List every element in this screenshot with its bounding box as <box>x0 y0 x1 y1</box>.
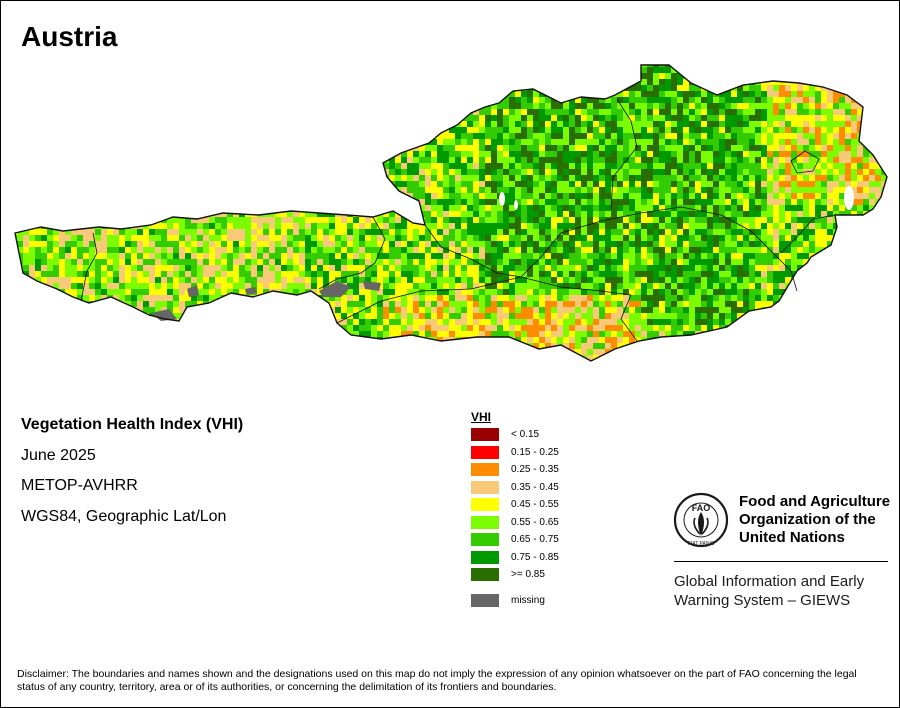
legend-swatch <box>471 445 499 459</box>
border-salzburg-upper <box>424 224 522 278</box>
legend-label: 0.65 - 0.75 <box>511 534 559 546</box>
legend-swatch <box>471 480 499 494</box>
map-date: June 2025 <box>21 447 96 464</box>
state-borders <box>80 98 836 342</box>
disclaimer: Disclaimer: The boundaries and names sho… <box>17 668 857 693</box>
legend-label: 0.35 - 0.45 <box>511 481 559 493</box>
legend-swatch <box>471 498 499 512</box>
sensor-name: METOP-AVHRR <box>21 477 138 494</box>
map-title: Austria <box>21 21 118 52</box>
legend-label: 0.55 - 0.65 <box>511 516 559 528</box>
border-burgenland <box>780 214 836 254</box>
projection: WGS84, Geographic Lat/Lon <box>21 508 227 525</box>
giews-name: Global Information and Early Warning Sys… <box>674 572 864 610</box>
missing-area-west-2 <box>187 285 199 297</box>
legend-item: 0.45 - 0.55 <box>471 496 559 514</box>
fao-logo-text: FAO <box>692 503 711 513</box>
fao-name-line: Food and Agriculture <box>739 493 891 510</box>
legend-item: >= 0.85 <box>471 566 559 584</box>
vhi-map <box>14 64 888 362</box>
legend-label-missing: missing <box>511 594 545 606</box>
missing-data-areas <box>151 281 381 321</box>
legend-item: 0.65 - 0.75 <box>471 531 559 549</box>
legend-swatch <box>471 428 499 442</box>
legend-label: 0.25 - 0.35 <box>511 464 559 476</box>
vhi-legend: VHI < 0.15 0.15 - 0.25 0.25 - 0.35 0.35 - 0… <box>471 410 559 609</box>
divider <box>674 561 888 562</box>
legend-item: 0.55 - 0.65 <box>471 514 559 532</box>
lake-neusiedl <box>844 186 854 210</box>
border-vorarlberg <box>80 232 98 302</box>
legend-label: 0.45 - 0.55 <box>511 499 559 511</box>
border-tyrol-salzburg <box>318 216 386 290</box>
fao-name: Food and Agriculture Organization of the… <box>739 493 899 547</box>
legend-swatch <box>471 533 499 547</box>
legend-item: 0.35 - 0.45 <box>471 479 559 497</box>
border-styria-lower <box>520 206 722 278</box>
vhi-raster <box>15 65 887 361</box>
giews-line: Warning System – GIEWS <box>674 592 851 609</box>
legend-item: 0.15 - 0.25 <box>471 444 559 462</box>
lakes-layer <box>499 186 854 210</box>
legend-swatch-missing <box>471 593 499 607</box>
fao-logo-motto: FIAT PANIS <box>688 541 715 547</box>
missing-area-tyrol-2 <box>363 281 381 291</box>
legend-item: 0.25 - 0.35 <box>471 461 559 479</box>
border-upper-lower <box>610 98 638 210</box>
legend-swatch <box>471 550 499 564</box>
missing-area-west-3 <box>245 287 257 295</box>
legend-swatch <box>471 568 499 582</box>
legend-item: 0.75 - 0.85 <box>471 549 559 567</box>
giews-line: Global Information and Early <box>674 573 865 590</box>
legend-swatch <box>471 463 499 477</box>
legend-label: >= 0.85 <box>511 569 545 581</box>
legend-item: < 0.15 <box>471 426 559 444</box>
lake-attersee <box>499 192 505 206</box>
legend-item-missing: missing <box>471 592 559 610</box>
legend-label: 0.75 - 0.85 <box>511 551 559 563</box>
border-vienna <box>790 150 820 174</box>
legend-label: < 0.15 <box>511 429 540 441</box>
index-name: Vegetation Health Index (VHI) <box>21 416 244 433</box>
legend-label: 0.15 - 0.25 <box>511 446 559 458</box>
legend-items: < 0.15 0.15 - 0.25 0.25 - 0.35 0.35 - 0.45 0… <box>471 426 559 584</box>
missing-area-tyrol-1 <box>319 281 351 297</box>
legend-swatch <box>471 515 499 529</box>
fao-name-line: Organization of the <box>739 511 876 528</box>
border-carinthia-styria <box>620 294 638 342</box>
missing-area-west-1 <box>151 309 177 321</box>
fao-name-line: United Nations <box>739 529 845 546</box>
border-carinthia <box>336 276 632 324</box>
legend-title: VHI <box>471 410 492 424</box>
fao-logo: FAO FIAT PANIS <box>673 492 729 548</box>
lake-traunsee <box>514 200 518 210</box>
